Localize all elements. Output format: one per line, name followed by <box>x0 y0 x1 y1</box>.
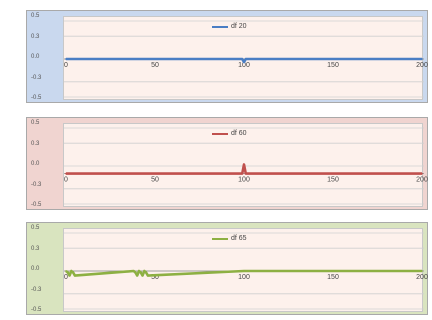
data-point <box>65 270 67 272</box>
chart-panel-1: 0.5 0.3 0.0 -0.3 -0.5 0 50 100 150 200 df 20 <box>26 10 428 103</box>
legend: df 65 <box>212 235 247 242</box>
legend: df 60 <box>212 130 247 137</box>
data-point <box>134 271 137 274</box>
y-tick-label: -0.3 <box>31 75 42 81</box>
x-tick-label: 100 <box>238 274 250 281</box>
x-tick-label: 0 <box>64 177 68 184</box>
chart-svg: 0 50 100 150 200 <box>64 232 428 310</box>
data-point <box>421 58 423 60</box>
x-tick-label: 150 <box>327 274 339 281</box>
data-point <box>241 58 244 60</box>
data-point <box>243 61 245 63</box>
data-point <box>243 270 245 272</box>
legend-label: df 20 <box>231 23 247 30</box>
plot-area: 0 50 100 150 200 df 65 <box>63 228 428 312</box>
y-tick-label: 0.5 <box>31 13 40 19</box>
data-point <box>74 274 76 277</box>
x-tick-label: 100 <box>238 62 250 69</box>
x-tick-label: 0 <box>64 62 68 69</box>
y-tick-label: -0.5 <box>31 202 42 208</box>
y-tick-label: 0.5 <box>31 120 40 126</box>
legend-label: df 65 <box>231 235 247 242</box>
y-tick-label: -0.5 <box>31 307 42 313</box>
y-tick-label: 0.3 <box>31 141 40 147</box>
y-tick-label: 0.0 <box>31 161 40 167</box>
x-tick-label: 150 <box>327 177 339 184</box>
data-point <box>65 58 67 60</box>
x-tick-label: 50 <box>151 62 159 69</box>
x-tick-label: 50 <box>151 274 159 281</box>
y-tick-label: 0.0 <box>31 266 40 272</box>
data-point <box>139 271 142 274</box>
x-tick-label: 0 <box>64 274 68 281</box>
data-point <box>332 270 334 272</box>
data-point <box>154 58 156 60</box>
y-tick-label: 0.5 <box>31 225 40 231</box>
legend-swatch <box>212 25 228 28</box>
data-point <box>136 274 139 277</box>
data-point <box>332 58 334 60</box>
data-point <box>141 274 144 277</box>
data-point <box>154 172 156 175</box>
x-tick-label: 200 <box>416 62 428 69</box>
x-tick-label: 50 <box>151 177 159 184</box>
x-tick-label: 150 <box>327 62 339 69</box>
y-tick-label: -0.3 <box>31 287 42 293</box>
chart-panel-3: 0.5 0.3 0.0 -0.3 -0.5 0 50 100 150 200 df 65 <box>26 222 428 315</box>
legend-swatch <box>212 237 228 240</box>
plot-area: 0 50 100 150 200 df 60 <box>63 123 428 207</box>
data-point <box>244 172 247 175</box>
data-point <box>66 271 69 274</box>
data-point <box>70 270 73 272</box>
y-tick-label: -0.3 <box>31 182 42 188</box>
data-point <box>138 270 140 272</box>
legend-label: df 60 <box>231 130 247 137</box>
legend: df 20 <box>212 23 247 30</box>
data-point <box>146 274 149 277</box>
data-point <box>332 172 334 175</box>
data-point <box>132 270 135 272</box>
x-tick-label: 100 <box>238 177 250 184</box>
data-point <box>145 271 147 274</box>
plot-area: 0 50 100 150 200 df 20 <box>63 16 428 100</box>
x-tick-label: 200 <box>416 274 428 281</box>
data-point <box>241 172 244 175</box>
data-point <box>244 58 247 60</box>
legend-swatch <box>212 132 228 135</box>
data-point <box>243 163 245 166</box>
data-point <box>421 172 423 175</box>
data-point <box>143 270 146 272</box>
data-point <box>72 271 75 274</box>
y-tick-label: 0.0 <box>31 54 40 60</box>
y-tick-label: 0.3 <box>31 246 40 252</box>
data-point <box>65 172 67 175</box>
chart-svg: 0 50 100 150 200 <box>64 20 428 98</box>
chart-svg: 0 50 100 150 200 <box>64 127 428 205</box>
chart-panel-2: 0.5 0.3 0.0 -0.3 -0.5 0 50 100 150 200 df 60 <box>26 117 428 210</box>
x-tick-label: 200 <box>416 177 428 184</box>
y-tick-label: 0.3 <box>31 34 40 40</box>
y-tick-label: -0.5 <box>31 95 42 101</box>
data-point <box>421 270 423 272</box>
data-point <box>68 274 71 277</box>
